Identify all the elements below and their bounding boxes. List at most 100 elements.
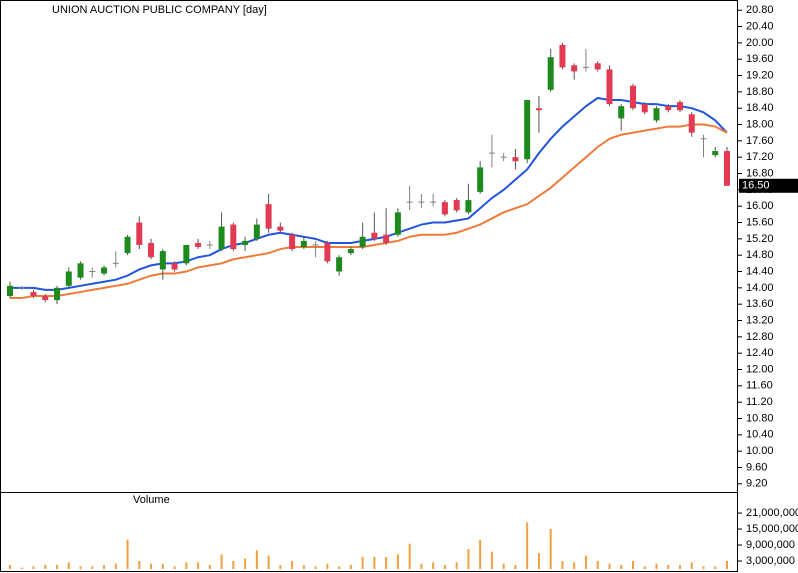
volume-bar bbox=[714, 566, 717, 569]
y-tick-label: 15.20 bbox=[746, 233, 774, 245]
candle-body bbox=[477, 167, 484, 192]
volume-bar bbox=[373, 557, 376, 569]
volume-bar bbox=[232, 561, 235, 569]
volume-bar bbox=[126, 539, 129, 569]
volume-bar bbox=[302, 565, 305, 569]
volume-bar bbox=[67, 562, 70, 569]
y-tick-label: 12.40 bbox=[746, 347, 774, 359]
chart-title: UNION AUCTION PUBLIC COMPANY [day] bbox=[52, 4, 267, 16]
candle-body bbox=[136, 222, 143, 245]
candle-body bbox=[218, 226, 225, 250]
candle-body bbox=[159, 251, 166, 270]
volume-bar bbox=[9, 565, 11, 569]
candle-body bbox=[42, 296, 49, 301]
y-tick-label: 13.20 bbox=[746, 314, 774, 326]
candle-body bbox=[265, 204, 272, 229]
volume-bar bbox=[455, 562, 458, 569]
candle-body bbox=[230, 224, 237, 250]
y-tick-label: 17.20 bbox=[746, 151, 774, 163]
volume-bar bbox=[420, 563, 423, 569]
candle-body bbox=[606, 69, 613, 105]
volume-bar bbox=[103, 565, 106, 569]
y-tick-label: 13.60 bbox=[746, 298, 774, 310]
candle-body bbox=[289, 234, 296, 250]
volume-bar bbox=[631, 561, 634, 569]
y-tick-label: 15.60 bbox=[746, 216, 774, 228]
candle-body bbox=[183, 244, 190, 264]
candle-body bbox=[324, 242, 331, 262]
y-tick-label: 9.20 bbox=[746, 478, 767, 490]
volume-bar bbox=[349, 565, 352, 569]
candle-body bbox=[712, 151, 719, 156]
moving-average bbox=[10, 123, 728, 300]
candle-body bbox=[524, 100, 531, 160]
volume-bar bbox=[361, 557, 364, 569]
candle-body bbox=[465, 200, 472, 213]
candle-body bbox=[124, 236, 131, 254]
y-tick-label: 3,000,000 bbox=[746, 555, 795, 567]
candle-body bbox=[359, 236, 366, 248]
candle-body bbox=[618, 106, 625, 119]
y-tick-label: 16.80 bbox=[746, 167, 774, 179]
candle-body bbox=[571, 65, 578, 72]
volume-bar bbox=[185, 562, 188, 569]
candle-body bbox=[724, 151, 730, 186]
y-tick-label: 11.20 bbox=[746, 396, 773, 408]
candle-body bbox=[559, 44, 566, 68]
y-tick-label: 18.80 bbox=[746, 86, 774, 98]
volume-bar bbox=[608, 563, 611, 569]
y-tick-label: 12.00 bbox=[746, 363, 774, 375]
volume-bar bbox=[443, 565, 446, 569]
candle-body bbox=[653, 108, 660, 121]
candle-body bbox=[195, 242, 202, 248]
moving-average bbox=[10, 96, 728, 291]
volume-bar bbox=[667, 565, 670, 569]
y-tick-label: 18.00 bbox=[746, 118, 774, 130]
y-tick-label: 15,000,000 bbox=[746, 523, 798, 535]
y-tick-label: 18.40 bbox=[746, 102, 774, 114]
y-tick-label: 9,000,000 bbox=[746, 539, 795, 551]
volume-bar bbox=[220, 554, 223, 569]
volume-bar bbox=[279, 565, 282, 569]
volume-bar bbox=[490, 551, 493, 569]
y-tick-label: 14.40 bbox=[746, 265, 774, 277]
volume-bar bbox=[255, 550, 258, 569]
candle-body bbox=[441, 202, 448, 215]
volume-bar bbox=[620, 565, 623, 569]
volume-bar bbox=[91, 566, 94, 569]
volume-bar bbox=[702, 566, 705, 569]
volume-bar bbox=[655, 563, 658, 569]
volume-bar bbox=[79, 566, 82, 569]
volume-bar bbox=[502, 563, 505, 569]
last-price-box bbox=[739, 178, 798, 193]
volume-bar bbox=[173, 566, 176, 569]
candle-body bbox=[383, 234, 390, 243]
volume-bar bbox=[326, 563, 329, 569]
y-tick-label: 10.00 bbox=[746, 445, 774, 457]
candle-body bbox=[54, 287, 61, 301]
candle-body bbox=[171, 263, 178, 270]
candle-body bbox=[594, 63, 601, 70]
volume-bar bbox=[678, 565, 681, 569]
candle-body bbox=[629, 85, 636, 109]
volume-bar bbox=[432, 562, 435, 569]
volume-bar bbox=[20, 567, 23, 569]
y-tick-label: 17.60 bbox=[746, 135, 774, 147]
volume-bar bbox=[197, 562, 200, 569]
volume-bar bbox=[561, 561, 564, 569]
candle-body bbox=[242, 240, 249, 245]
volume-bar bbox=[338, 566, 341, 569]
y-tick-label: 10.80 bbox=[746, 412, 774, 424]
candle-body bbox=[253, 224, 260, 239]
volume-bar bbox=[385, 557, 388, 569]
candle-body bbox=[30, 291, 37, 297]
candle-body bbox=[336, 257, 343, 272]
volume-bar bbox=[726, 561, 728, 569]
y-tick-label: 21,000,000 bbox=[746, 507, 798, 519]
volume-title: Volume bbox=[133, 494, 170, 506]
volume-bar bbox=[267, 555, 270, 569]
y-tick-label: 16.00 bbox=[746, 200, 774, 212]
candle-body bbox=[65, 271, 72, 286]
volume-bar bbox=[138, 561, 141, 569]
